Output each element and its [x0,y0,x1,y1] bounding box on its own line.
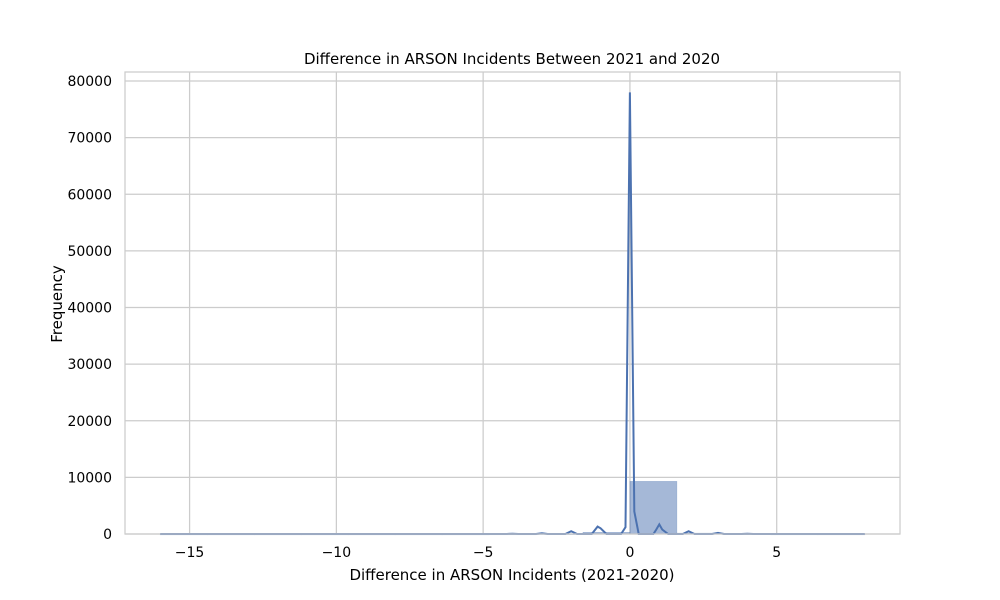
y-tick-label: 10000 [67,470,112,486]
x-axis-label: Difference in ARSON Incidents (2021-2020… [349,566,674,584]
x-tick-label: 5 [772,545,781,561]
y-tick-label: 40000 [67,301,112,317]
y-tick-label: 70000 [67,131,112,147]
chart-title: Difference in ARSON Incidents Between 20… [304,50,720,68]
x-tick-label: −15 [175,545,205,561]
kde-line [160,92,865,535]
y-tick-label: 60000 [67,187,112,203]
x-tick-label: −5 [473,545,494,561]
y-tick-label: 20000 [67,414,112,430]
plot-frame [124,71,901,535]
y-tick-label: 0 [103,527,112,543]
x-tick-label: 0 [625,545,634,561]
grid [125,72,900,535]
y-tick-label: 30000 [67,357,112,373]
x-tick-labels: −15 −10 −5 0 5 [175,545,781,561]
y-tick-label: 50000 [67,244,112,260]
y-tick-label: 80000 [67,74,112,90]
y-axis-label: Frequency [48,265,66,343]
histogram-bars [159,481,866,536]
y-tick-labels: 0 10000 20000 30000 40000 50000 60000 70000 8000… [67,74,112,543]
x-tick-label: −10 [322,545,352,561]
